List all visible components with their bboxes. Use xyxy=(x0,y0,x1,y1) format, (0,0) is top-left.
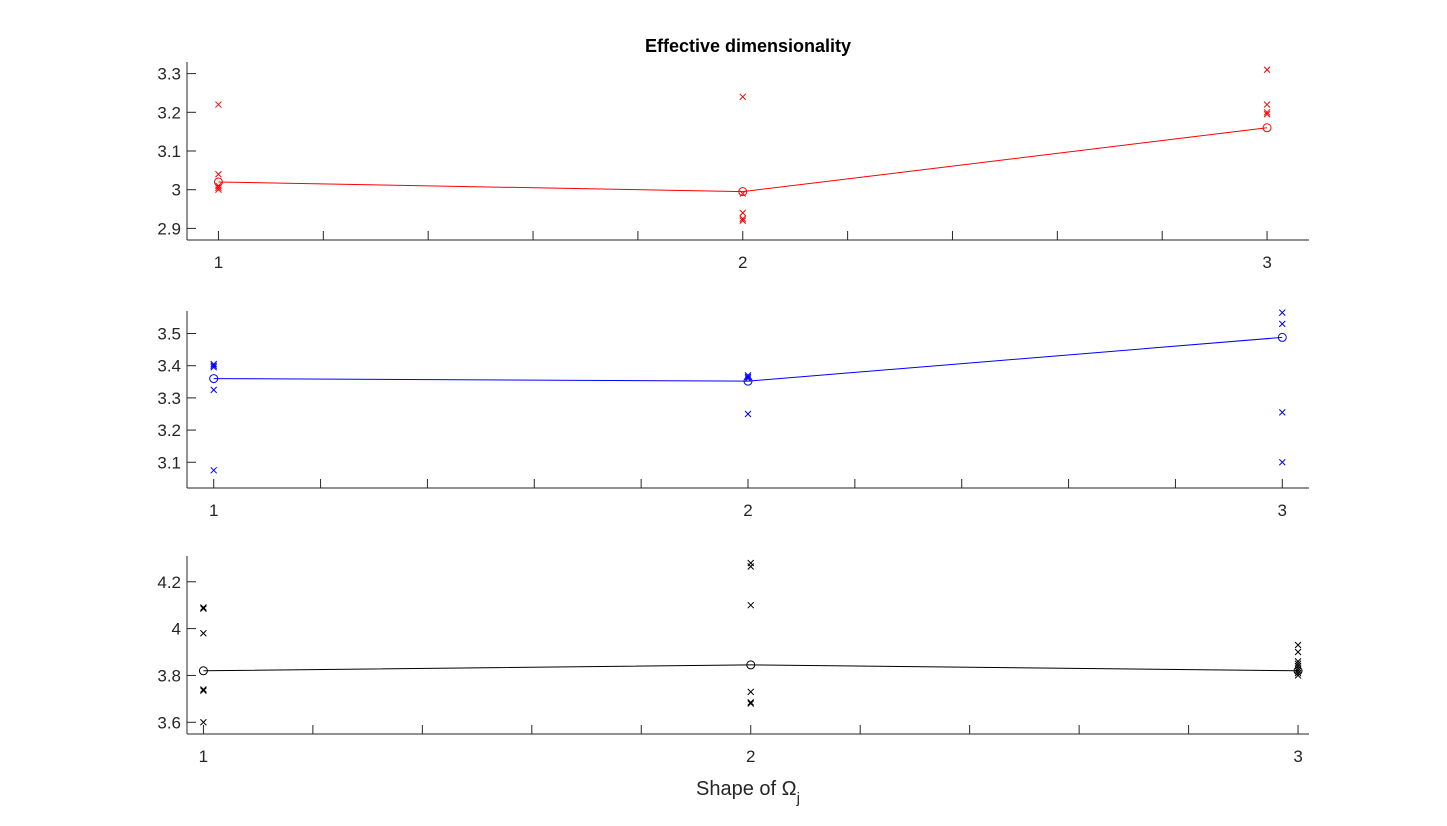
data-point-middle xyxy=(744,372,752,379)
data-point-top xyxy=(739,215,747,223)
y-tick-label-middle: 3.3 xyxy=(157,389,181,408)
data-point-top xyxy=(739,209,747,217)
mean-marker-top xyxy=(738,187,748,197)
data-point-bottom xyxy=(1294,669,1302,677)
y-tick-label-bottom: 4.2 xyxy=(157,573,181,592)
x-axis-label-prefix: Shape of xyxy=(696,778,782,800)
x-tick-label-middle: 3 xyxy=(1278,501,1287,520)
data-point-middle xyxy=(210,360,218,368)
x-axis-label-symbol: Ω xyxy=(782,778,797,800)
data-point-middle xyxy=(1278,320,1286,328)
y-tick-label-middle: 3.4 xyxy=(157,357,181,376)
x-tick-label-middle: 2 xyxy=(743,501,752,520)
x-tick-label-top: 2 xyxy=(738,253,747,272)
data-point-bottom xyxy=(200,686,207,693)
y-tick-label-middle: 3.5 xyxy=(157,325,181,344)
data-point-top xyxy=(1263,101,1271,108)
panel-bottom: 1 2 3 3.6 3.8 4 4.2 xyxy=(157,556,1309,766)
data-point-middle xyxy=(210,466,218,474)
data-point-bottom xyxy=(747,699,755,706)
data-point-bottom xyxy=(1294,672,1302,679)
data-point-bottom xyxy=(1294,648,1302,656)
x-axis-label-subscript: j xyxy=(796,790,800,807)
data-point-middle xyxy=(210,362,218,370)
data-point-bottom xyxy=(200,687,207,695)
x-tick-label-middle: 1 xyxy=(209,501,218,520)
y-tick-label-middle: 3.1 xyxy=(157,453,181,472)
y-tick-label-bottom: 4 xyxy=(172,620,181,639)
chart-title: Effective dimensionality xyxy=(645,36,851,56)
data-point-bottom xyxy=(747,688,755,696)
x-tick-label-bottom: 3 xyxy=(1293,747,1302,766)
x-tick-label-top: 3 xyxy=(1262,253,1271,272)
data-point-top xyxy=(215,186,222,194)
y-tick-label-top: 2.9 xyxy=(157,219,181,238)
data-point-top xyxy=(215,101,222,108)
data-point-middle xyxy=(1278,309,1286,316)
y-tick-label-bottom: 3.6 xyxy=(157,713,181,732)
x-tick-label-bottom: 2 xyxy=(746,747,755,766)
mean-line-bottom xyxy=(203,664,1299,672)
data-point-top xyxy=(1263,110,1271,118)
data-point-top xyxy=(215,170,222,178)
y-tick-label-bottom: 3.8 xyxy=(157,666,181,685)
data-point-bottom xyxy=(200,605,207,613)
data-point-bottom xyxy=(747,563,755,570)
y-tick-label-top: 3.2 xyxy=(157,103,181,122)
mean-line-top xyxy=(218,127,1268,193)
x-tick-label-top: 1 xyxy=(214,253,223,272)
data-point-middle xyxy=(1278,409,1286,416)
y-tick-label-middle: 3.2 xyxy=(157,421,181,440)
data-point-bottom xyxy=(200,604,207,611)
y-tick-label-top: 3.1 xyxy=(157,142,181,161)
data-point-bottom xyxy=(200,718,207,726)
data-point-middle xyxy=(1278,458,1286,466)
data-point-bottom xyxy=(200,629,207,637)
x-tick-label-bottom: 1 xyxy=(199,747,208,766)
data-point-top xyxy=(739,93,747,101)
mean-marker-middle xyxy=(209,374,219,384)
mean-line-middle xyxy=(213,336,1283,382)
data-point-middle xyxy=(744,375,752,382)
mean-marker-bottom xyxy=(746,660,756,670)
data-point-middle xyxy=(744,410,752,418)
data-point-top xyxy=(215,184,222,192)
mean-marker-top xyxy=(1262,123,1272,133)
data-point-top xyxy=(739,190,747,197)
mean-marker-middle xyxy=(1277,332,1287,342)
data-point-middle xyxy=(210,363,218,371)
data-point-middle xyxy=(744,373,752,381)
y-tick-label-top: 3.3 xyxy=(157,65,181,84)
x-axis-label: Shape of Ωj xyxy=(696,778,800,807)
data-point-bottom xyxy=(747,700,755,707)
panel-middle: 1 2 3 3.1 3.2 3.3 3.4 3.5 xyxy=(157,309,1309,520)
mean-marker-bottom xyxy=(198,666,208,676)
data-point-bottom xyxy=(747,601,755,609)
data-point-top xyxy=(1263,108,1271,116)
data-point-middle xyxy=(210,386,218,394)
panel-top: 1 2 3 2.9 3 3.1 3.2 3.3 xyxy=(157,62,1309,272)
data-point-top xyxy=(739,217,747,225)
data-point-top xyxy=(1263,66,1271,74)
data-point-bottom xyxy=(1294,641,1302,649)
y-tick-label-top: 3 xyxy=(172,181,181,200)
